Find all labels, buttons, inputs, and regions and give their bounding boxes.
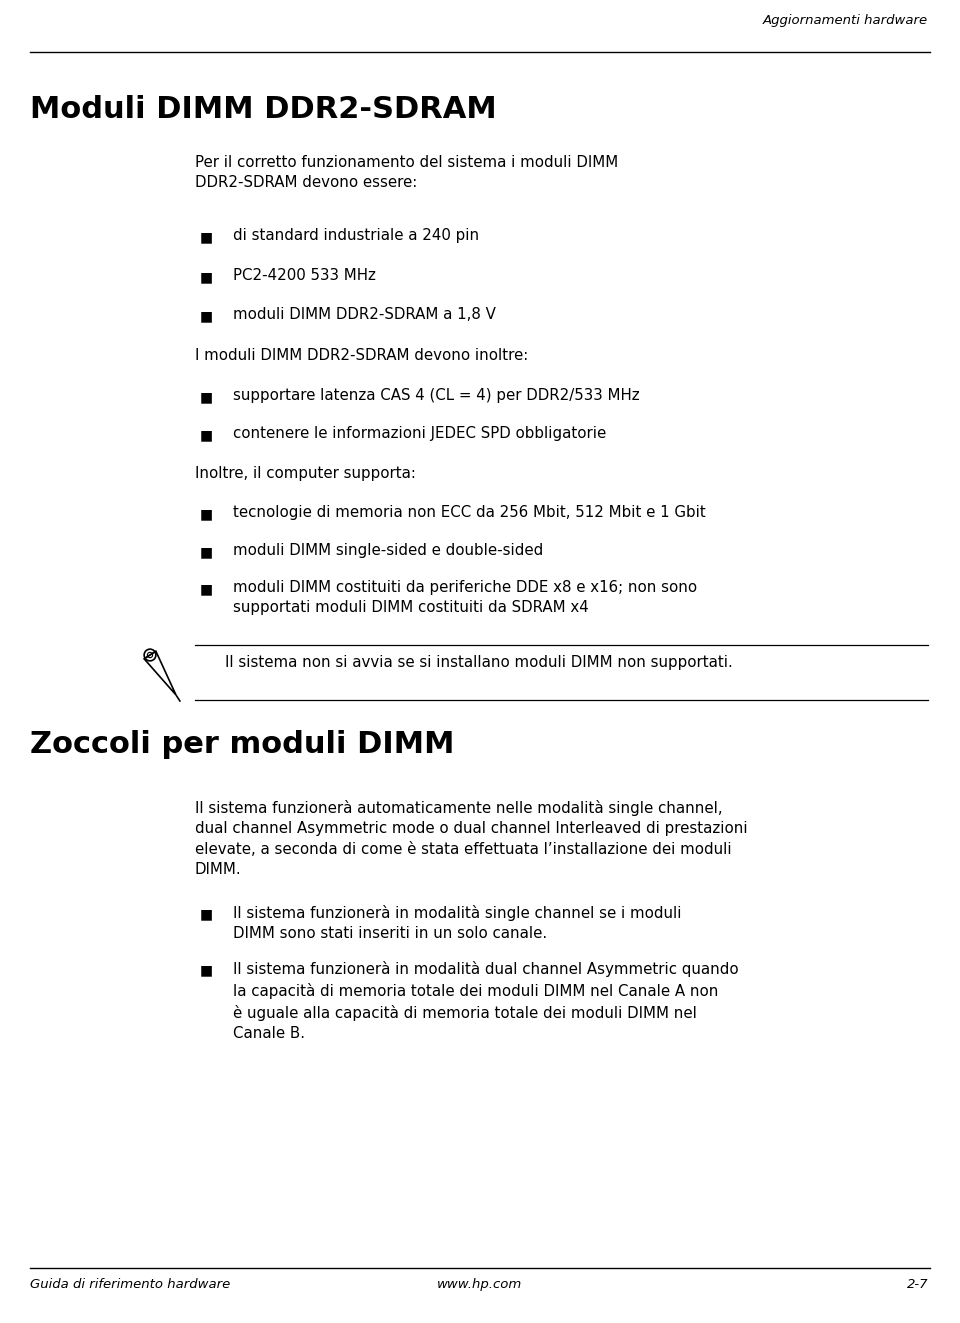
Text: ■: ■ (200, 908, 213, 921)
Text: Il sistema funzionerà in modalità dual channel Asymmetric quando
la capacità di : Il sistema funzionerà in modalità dual c… (233, 960, 738, 1041)
Text: Moduli DIMM DDR2-SDRAM: Moduli DIMM DDR2-SDRAM (30, 95, 496, 124)
Text: moduli DIMM single-sided e double-sided: moduli DIMM single-sided e double-sided (233, 542, 543, 558)
Text: ■: ■ (200, 507, 213, 521)
Text: moduli DIMM costituiti da periferiche DDE x8 e x16; non sono
supportati moduli D: moduli DIMM costituiti da periferiche DD… (233, 579, 697, 615)
Text: Il sistema funzionerà in modalità single channel se i moduli
DIMM sono stati ins: Il sistema funzionerà in modalità single… (233, 905, 682, 942)
Text: contenere le informazioni JEDEC SPD obbligatorie: contenere le informazioni JEDEC SPD obbl… (233, 426, 607, 441)
Text: Aggiornamenti hardware: Aggiornamenti hardware (763, 15, 928, 26)
Text: supportare latenza CAS 4 (CL = 4) per DDR2/533 MHz: supportare latenza CAS 4 (CL = 4) per DD… (233, 388, 639, 404)
Text: Zoccoli per moduli DIMM: Zoccoli per moduli DIMM (30, 730, 454, 759)
Text: www.hp.com: www.hp.com (438, 1278, 522, 1291)
Text: I moduli DIMM DDR2-SDRAM devono inoltre:: I moduli DIMM DDR2-SDRAM devono inoltre: (195, 348, 528, 363)
Text: Per il corretto funzionamento del sistema i moduli DIMM
DDR2-SDRAM devono essere: Per il corretto funzionamento del sistem… (195, 155, 618, 191)
Text: 2-7: 2-7 (906, 1278, 928, 1291)
Text: ■: ■ (200, 390, 213, 404)
Text: di standard industriale a 240 pin: di standard industriale a 240 pin (233, 228, 479, 243)
Text: Il sistema funzionerà automaticamente nelle modalità single channel,
dual channe: Il sistema funzionerà automaticamente ne… (195, 800, 748, 877)
Text: ■: ■ (200, 310, 213, 323)
Text: PC2-4200 533 MHz: PC2-4200 533 MHz (233, 269, 376, 283)
Text: ■: ■ (200, 270, 213, 284)
Text: ■: ■ (200, 230, 213, 243)
Text: Guida di riferimento hardware: Guida di riferimento hardware (30, 1278, 230, 1291)
Text: ■: ■ (200, 582, 213, 595)
Text: Inoltre, il computer supporta:: Inoltre, il computer supporta: (195, 466, 416, 482)
Text: ■: ■ (200, 429, 213, 442)
Text: moduli DIMM DDR2-SDRAM a 1,8 V: moduli DIMM DDR2-SDRAM a 1,8 V (233, 307, 496, 321)
Text: ■: ■ (200, 963, 213, 976)
Text: tecnologie di memoria non ECC da 256 Mbit, 512 Mbit e 1 Gbit: tecnologie di memoria non ECC da 256 Mbi… (233, 505, 706, 520)
Text: Il sistema non si avvia se si installano moduli DIMM non supportati.: Il sistema non si avvia se si installano… (225, 655, 732, 669)
Text: ■: ■ (200, 545, 213, 560)
